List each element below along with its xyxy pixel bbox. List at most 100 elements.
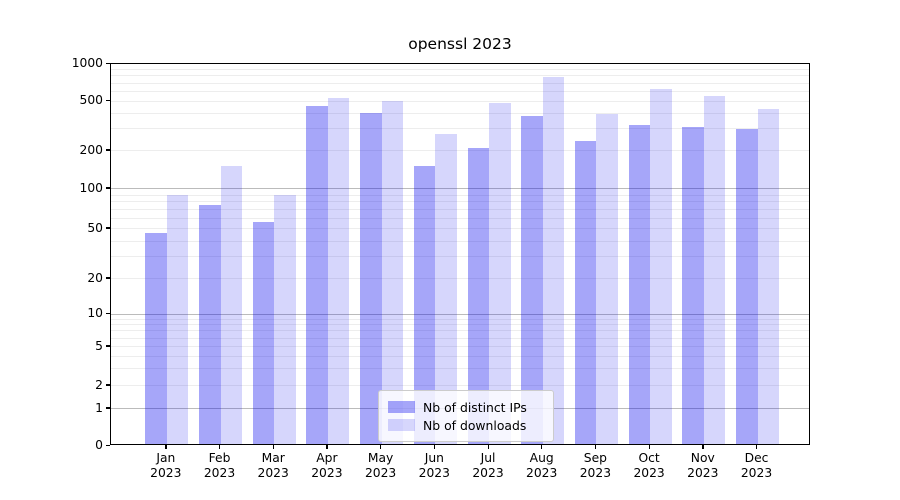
x-tick — [326, 445, 328, 449]
y-tick — [106, 444, 110, 446]
gridline-minor — [111, 318, 809, 320]
legend-label-distinct-ips: Nb of distinct IPs — [423, 399, 527, 415]
x-tick — [541, 445, 543, 449]
legend-label-downloads: Nb of downloads — [423, 417, 527, 433]
bar-downloads-feb — [220, 165, 242, 444]
y-tick — [106, 277, 110, 279]
gridline-minor — [111, 368, 809, 370]
x-tick-label-may: May 2023 — [364, 451, 397, 480]
bar-downloads-nov — [703, 95, 726, 444]
gridline-minor — [111, 228, 809, 230]
gridline-minor — [111, 330, 809, 332]
legend-item-downloads: Nb of downloads — [388, 417, 544, 433]
y-tick — [106, 384, 110, 386]
gridline-minor — [111, 324, 809, 326]
bar-ips-feb — [199, 205, 221, 444]
gridline-minor — [111, 346, 809, 348]
bar-downloads-dec — [757, 108, 779, 444]
bar-ips-jun — [413, 166, 436, 444]
y-tick — [106, 187, 110, 189]
gridline-minor — [111, 201, 809, 203]
x-tick — [272, 445, 274, 449]
x-tick — [702, 445, 704, 449]
y-tick — [106, 407, 110, 409]
legend: Nb of distinct IPs Nb of downloads — [378, 390, 554, 442]
bar-downloads-jan — [166, 195, 189, 444]
y-tick-label: 1000 — [71, 56, 103, 70]
y-tick-label: 0 — [95, 438, 103, 452]
gridline-minor — [111, 75, 809, 77]
y-tick — [106, 62, 110, 64]
x-tick-label-feb: Feb 2023 — [203, 451, 236, 480]
bar-downloads-may — [381, 100, 404, 444]
bar-ips-apr — [306, 106, 328, 444]
x-tick-label-jul: Jul 2023 — [472, 451, 504, 480]
x-tick-label-apr: Apr 2023 — [311, 451, 343, 480]
bar-downloads-oct — [650, 89, 672, 444]
x-tick — [756, 445, 758, 449]
y-tick-label: 10 — [87, 306, 103, 321]
legend-swatch-distinct-ips — [388, 401, 415, 413]
bar-downloads-sep — [596, 114, 618, 444]
x-tick — [487, 445, 489, 449]
gridline-minor — [111, 217, 809, 219]
x-tick — [380, 445, 382, 449]
gridline-minor — [111, 90, 809, 92]
bar-ips-sep — [574, 140, 597, 444]
y-tick — [106, 312, 110, 314]
x-tick-label-oct: Oct 2023 — [633, 451, 665, 480]
x-tick — [433, 445, 436, 449]
gridline-minor — [111, 69, 809, 71]
y-tick-label: 20 — [87, 270, 103, 285]
bar-ips-oct — [628, 125, 651, 444]
bar-ips-jan — [145, 232, 167, 444]
bar-ips-nov — [682, 127, 704, 444]
x-tick-label-dec: Dec 2023 — [740, 451, 773, 480]
gridline-minor — [111, 355, 809, 357]
gridline-minor — [111, 194, 809, 196]
y-tick-label: 2 — [95, 377, 103, 392]
x-tick-label-nov: Nov 2023 — [687, 451, 719, 480]
x-tick-label-aug: Aug 2023 — [526, 451, 558, 480]
bar-ips-jul — [467, 148, 489, 444]
x-tick — [594, 445, 597, 449]
x-tick-label-jan: Jan 2023 — [150, 451, 182, 480]
x-tick — [219, 445, 221, 449]
bar-ips-dec — [736, 128, 758, 444]
gridline-minor — [111, 256, 809, 258]
gridline-minor — [111, 240, 809, 242]
y-tick-label: 500 — [79, 93, 103, 108]
y-tick-label: 1 — [95, 400, 103, 415]
bar-ips-may — [360, 113, 382, 444]
chart-title: openssl 2023 — [408, 35, 512, 53]
gridline-major — [111, 188, 809, 190]
legend-item-distinct-ips: Nb of distinct IPs — [388, 399, 544, 415]
y-tick — [106, 227, 110, 229]
gridline-minor — [111, 100, 809, 102]
plot-area — [110, 63, 810, 445]
gridline-minor — [111, 150, 809, 152]
y-tick-label: 50 — [87, 220, 103, 235]
y-tick-label: 100 — [79, 180, 103, 195]
y-tick-label: 200 — [79, 142, 103, 157]
gridline-minor — [111, 337, 809, 339]
gridline-minor — [111, 209, 809, 211]
bar-downloads-aug — [542, 76, 565, 444]
y-tick-label: 5 — [95, 338, 103, 353]
gridline-minor — [111, 82, 809, 84]
gridline-minor — [111, 278, 809, 280]
y-tick — [106, 149, 110, 151]
bar-ips-mar — [252, 221, 275, 444]
legend-swatch-downloads — [388, 419, 415, 431]
gridline-major — [111, 313, 809, 315]
gridline-minor — [111, 112, 809, 114]
y-tick — [106, 99, 110, 101]
gridline-minor — [111, 385, 809, 387]
bar-ips-aug — [521, 115, 543, 444]
gridline-minor — [111, 128, 809, 130]
x-tick-label-jun: Jun 2023 — [418, 451, 450, 480]
bar-downloads-mar — [274, 195, 296, 444]
bar-downloads-jun — [435, 134, 457, 444]
y-tick — [106, 345, 110, 347]
